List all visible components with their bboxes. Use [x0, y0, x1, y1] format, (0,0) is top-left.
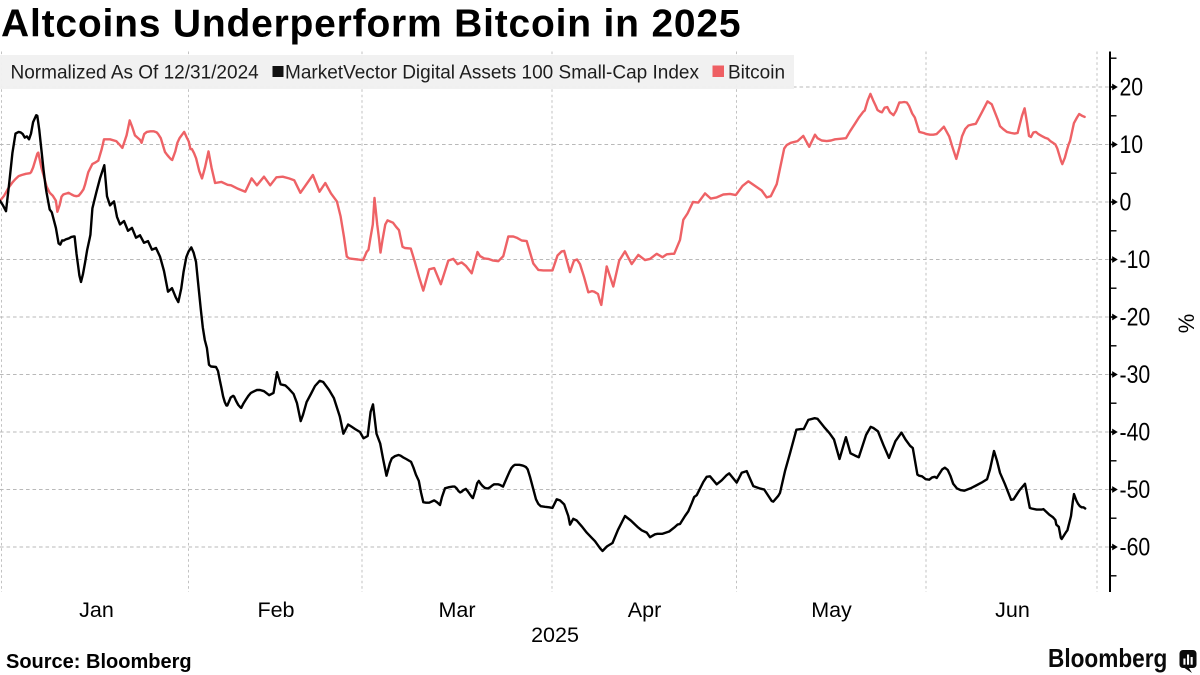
- svg-text:Feb: Feb: [257, 598, 294, 622]
- svg-text:MarketVector Digital Assets 10: MarketVector Digital Assets 100 Small-Ca…: [285, 63, 699, 84]
- svg-text:Bloomberg: Bloomberg: [1048, 645, 1167, 674]
- svg-text:Bitcoin: Bitcoin: [728, 63, 785, 84]
- svg-text:Altcoins Underperform Bitcoin: Altcoins Underperform Bitcoin in 2025: [1, 3, 741, 46]
- svg-text:Source: Bloomberg: Source: Bloomberg: [6, 651, 192, 673]
- svg-text:-10: -10: [1120, 245, 1151, 273]
- svg-text:Apr: Apr: [628, 598, 661, 622]
- svg-text:0: 0: [1120, 188, 1132, 216]
- svg-text:20: 20: [1120, 73, 1144, 101]
- svg-text:Normalized As Of 12/31/2024: Normalized As Of 12/31/2024: [11, 63, 260, 84]
- svg-text:%: %: [1174, 314, 1199, 334]
- svg-text:2025: 2025: [531, 623, 579, 647]
- svg-text:-30: -30: [1120, 360, 1151, 388]
- svg-text:-40: -40: [1120, 418, 1151, 446]
- svg-text:-60: -60: [1120, 533, 1151, 561]
- svg-text:Jan: Jan: [79, 598, 114, 622]
- svg-text:Jun: Jun: [995, 598, 1030, 622]
- svg-text:-20: -20: [1120, 303, 1151, 331]
- svg-text:10: 10: [1120, 130, 1144, 158]
- svg-text:May: May: [811, 598, 852, 622]
- svg-text:Mar: Mar: [438, 598, 475, 622]
- svg-text:-50: -50: [1120, 475, 1151, 503]
